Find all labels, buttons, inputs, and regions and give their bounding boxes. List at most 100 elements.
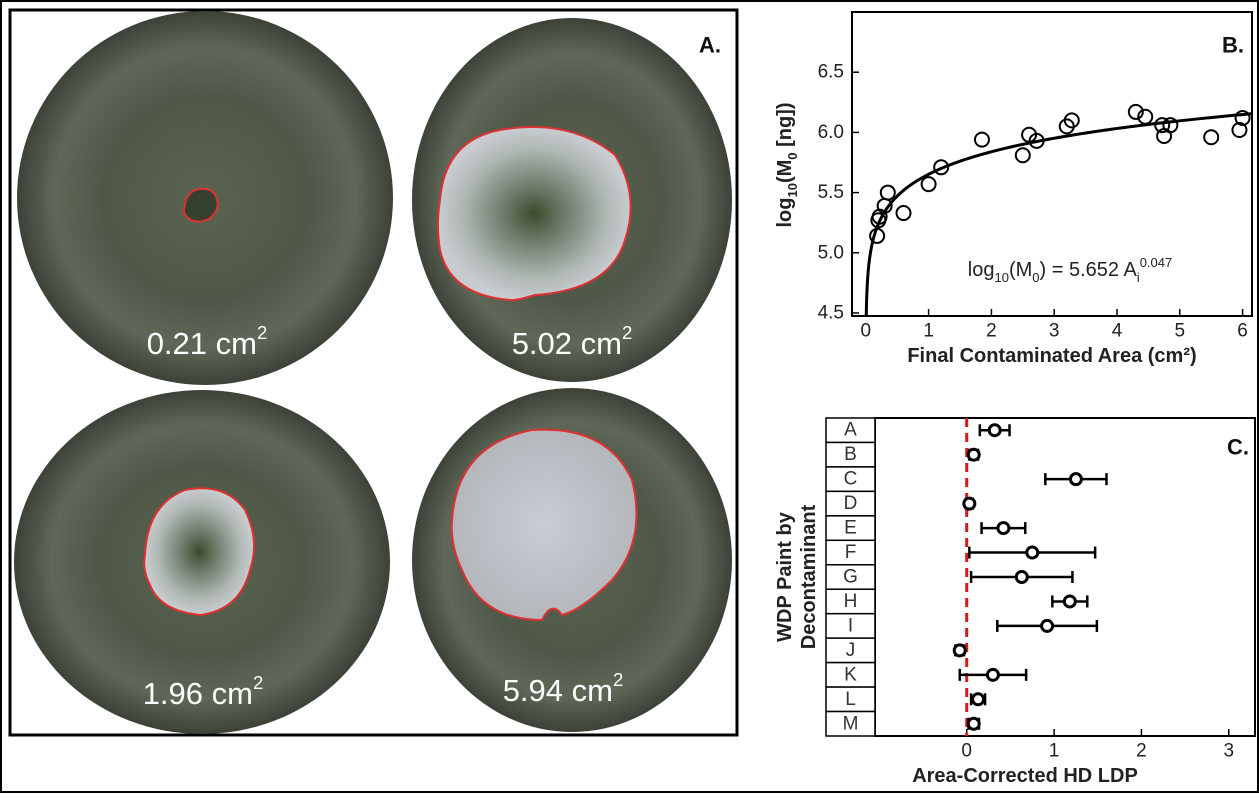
data-point — [1068, 472, 1083, 487]
data-point — [1028, 132, 1045, 149]
text-part: [ng]) — [774, 102, 796, 152]
category-box — [825, 564, 876, 590]
category-box — [825, 661, 876, 688]
caption-area: 5.94 cm — [503, 673, 613, 708]
data-point — [996, 521, 1011, 536]
x-tick-label: 3 — [1224, 741, 1235, 762]
text-part: 0 — [1032, 270, 1039, 285]
text-part: (M — [1009, 259, 1032, 281]
caption-exponent: 2 — [613, 669, 623, 690]
y-axis-title: Decontaminant — [798, 504, 820, 649]
panel-a: A. — [8, 8, 739, 737]
panel-label: A. — [699, 33, 721, 58]
data-point — [962, 496, 977, 511]
data-point — [1014, 570, 1029, 584]
area-caption: 0.21 cm2 — [147, 322, 268, 361]
panel-label: B. — [1222, 33, 1244, 58]
text-part: log — [774, 198, 796, 228]
data-point — [1025, 545, 1040, 560]
data-point — [1127, 103, 1144, 120]
area-caption: 5.94 cm2 — [503, 669, 624, 708]
text-part: 10 — [785, 183, 800, 197]
category-box — [825, 637, 876, 664]
caption-area: 5.02 cm — [512, 326, 622, 361]
panel-label: C. — [1227, 435, 1249, 460]
x-tick-label: 2 — [1136, 741, 1147, 762]
x-tick-label: 1 — [923, 321, 934, 342]
caption-area: 0.21 cm — [147, 326, 257, 361]
category-label: G — [843, 567, 858, 588]
caption-exponent: 2 — [257, 322, 267, 343]
text-part: 0.047 — [1140, 255, 1173, 270]
data-point — [869, 227, 886, 244]
area-caption: 1.96 cm2 — [143, 672, 264, 711]
data-point — [973, 131, 990, 148]
text-part: i — [1137, 270, 1140, 285]
text-part: 10 — [994, 270, 1008, 285]
category-box — [825, 539, 876, 566]
fit-equation: log10(M0) = 5.652 Ai0.047 — [968, 255, 1172, 285]
y-tick-label: 6.5 — [818, 62, 844, 83]
category-label: I — [848, 615, 853, 636]
category-label: D — [844, 493, 858, 514]
category-label: K — [844, 664, 857, 685]
y-tick-label: 4.5 — [818, 302, 844, 323]
data-point — [879, 184, 896, 201]
data-point — [952, 643, 967, 658]
contamination-outline — [182, 187, 219, 223]
data-point — [933, 159, 950, 176]
data-point — [1014, 147, 1031, 164]
x-axis-title: Area-Corrected HD LDP — [912, 765, 1138, 787]
category-label: L — [845, 689, 856, 710]
category-box — [825, 710, 876, 737]
category-label: H — [844, 591, 858, 612]
category-label: M — [843, 713, 859, 734]
data-point — [1234, 109, 1251, 126]
text-part: 0 — [785, 152, 800, 159]
caption-exponent: 2 — [253, 672, 263, 693]
caption-area: 1.96 cm — [143, 676, 253, 711]
data-point — [987, 423, 1002, 438]
data-point — [1231, 121, 1248, 138]
data-point — [895, 205, 912, 222]
y-axis-title: WDP Paint by — [774, 511, 796, 642]
data-point — [1063, 112, 1080, 129]
data-point — [966, 716, 981, 731]
category-label: F — [845, 542, 857, 563]
caption-exponent: 2 — [622, 322, 632, 343]
data-point — [1137, 108, 1154, 125]
x-tick-label: 1 — [1049, 741, 1060, 762]
plot-frame — [851, 11, 1253, 317]
category-box — [825, 612, 876, 639]
y-tick-label: 6.0 — [818, 122, 844, 143]
y-tick-label: 5.5 — [818, 182, 844, 203]
contamination-outline — [450, 428, 638, 622]
category-label: B — [844, 444, 857, 465]
x-tick-label: 0 — [861, 321, 872, 342]
x-tick-label: 2 — [986, 321, 997, 342]
text-part: log — [968, 259, 995, 281]
y-tick-label: 5.0 — [818, 242, 844, 263]
x-tick-label: 4 — [1112, 321, 1123, 342]
x-tick-label: 0 — [961, 741, 972, 762]
y-axis-title: log10(M0 [ng]) — [774, 102, 800, 227]
data-point — [1162, 117, 1179, 134]
text-part: ) = 5.652 A — [1040, 259, 1138, 281]
data-point — [920, 176, 937, 193]
category-box — [825, 686, 876, 713]
data-point — [1040, 618, 1055, 633]
text-part: (M — [774, 160, 796, 183]
x-axis-title: Final Contaminated Area (cm²) — [907, 345, 1196, 367]
data-point — [1154, 117, 1171, 134]
area-caption: 5.02 cm2 — [512, 322, 633, 361]
contamination-outline — [437, 126, 632, 302]
category-label: E — [844, 518, 857, 539]
x-tick-label: 5 — [1174, 321, 1185, 342]
data-point — [966, 447, 981, 462]
x-tick-label: 3 — [1049, 321, 1060, 342]
category-label: C — [844, 469, 858, 490]
data-point — [1062, 594, 1077, 609]
x-tick-label: 6 — [1237, 321, 1248, 342]
data-point — [1203, 129, 1220, 146]
